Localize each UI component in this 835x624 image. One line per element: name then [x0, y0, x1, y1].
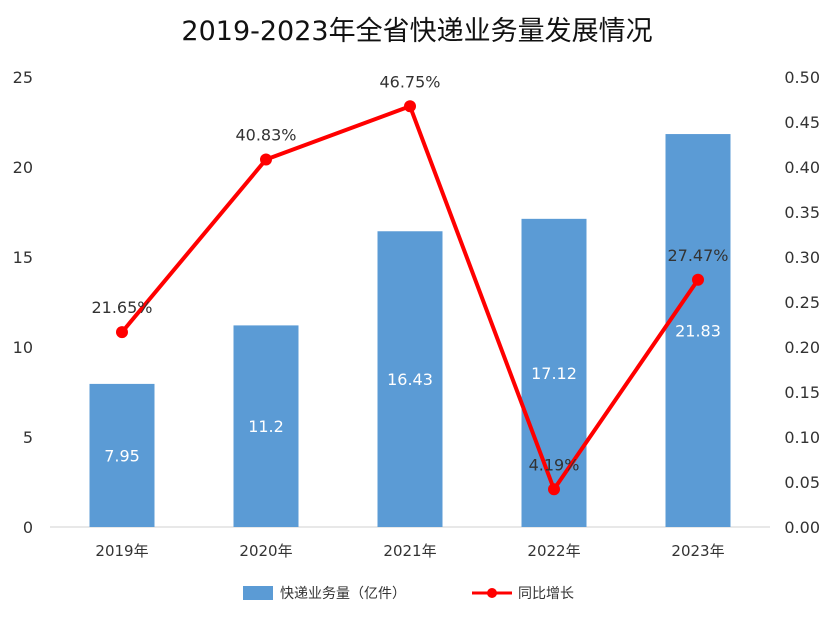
growth-line	[116, 100, 704, 496]
category-label: 2022年	[527, 542, 580, 560]
right-tick-label: 0.00	[784, 518, 820, 537]
bar	[521, 218, 587, 527]
left-tick-label: 0	[23, 518, 33, 537]
legend-bar-label: 快递业务量（亿件）	[280, 586, 406, 602]
growth-point	[260, 153, 272, 166]
bar	[665, 134, 731, 527]
right-tick-label: 0.10	[784, 428, 820, 447]
category-labels: 2019年 2020年 2021年 2022年 2023年	[95, 542, 724, 560]
growth-value-label: 4.19%	[529, 455, 580, 474]
left-tick-label: 15	[13, 248, 33, 267]
growth-value-label: 40.83%	[235, 126, 296, 145]
right-tick-label: 0.40	[784, 158, 820, 177]
right-tick-label: 0.35	[784, 203, 820, 222]
right-tick-label: 0.30	[784, 248, 820, 267]
category-label: 2020年	[239, 542, 292, 560]
chart-title: 2019-2023年全省快递业务量发展情况	[181, 16, 652, 47]
bar-labels: 7.95 11.2 16.43 17.12 21.83	[104, 322, 721, 466]
growth-value-label: 21.65%	[91, 298, 152, 317]
growth-point	[692, 273, 704, 286]
growth-value-label: 27.47%	[667, 246, 728, 265]
left-axis-ticks: 0 5 10 15 20 25	[13, 68, 33, 537]
growth-point	[116, 326, 128, 339]
right-axis-ticks: 0.00 0.05 0.10 0.15 0.20 0.25 0.30 0.35 0.40 0.45…	[784, 68, 820, 537]
right-tick-label: 0.25	[784, 293, 820, 312]
left-tick-label: 10	[13, 338, 33, 357]
growth-value-label: 46.75%	[379, 72, 440, 91]
category-label: 2021年	[383, 542, 436, 560]
category-label: 2023年	[671, 542, 724, 560]
legend-bar-swatch	[243, 586, 273, 600]
bars	[89, 134, 731, 527]
bar-value-label: 21.83	[675, 322, 721, 341]
left-tick-label: 25	[13, 68, 33, 87]
legend: 快递业务量（亿件） 同比增长	[243, 586, 574, 602]
growth-point	[548, 483, 560, 496]
bar-value-label: 7.95	[104, 446, 140, 465]
right-tick-label: 0.20	[784, 338, 820, 357]
bar-value-label: 16.43	[387, 370, 433, 389]
right-tick-label: 0.05	[784, 473, 820, 492]
left-tick-label: 5	[23, 428, 33, 447]
right-tick-label: 0.50	[784, 68, 820, 87]
bar	[233, 325, 299, 527]
legend-line-marker	[487, 588, 497, 598]
legend-line-label: 同比增长	[518, 586, 574, 602]
right-tick-label: 0.15	[784, 383, 820, 402]
category-label: 2019年	[95, 542, 148, 560]
growth-labels: 21.65% 40.83% 46.75% 4.19% 27.47%	[91, 72, 728, 474]
right-tick-label: 0.45	[784, 113, 820, 132]
growth-point	[404, 100, 416, 113]
bar	[377, 231, 443, 527]
bar-value-label: 11.2	[248, 417, 284, 436]
bar-value-label: 17.12	[531, 364, 577, 383]
left-tick-label: 20	[13, 158, 33, 177]
bar	[89, 383, 155, 527]
